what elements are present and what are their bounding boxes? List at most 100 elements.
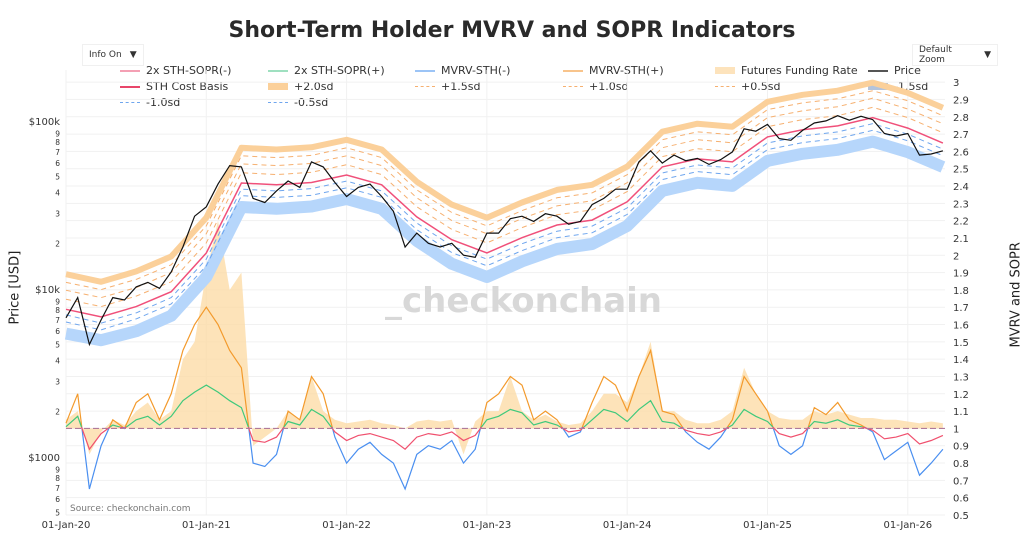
legend-item[interactable]: +1.0sd [563,80,628,93]
right-tick-label: 3 [953,78,959,89]
legend-item[interactable]: +0.5sd [715,80,780,93]
legend-swatch-icon [120,102,140,103]
chevron-down-icon: ▼ [129,50,137,60]
mvrv-sth-positive-line [65,306,866,427]
sd-line-minus10sd [65,129,944,331]
right-tick-label: 1.7 [953,303,969,314]
legend-swatch-icon [120,69,140,72]
legend-label: +1.0sd [589,80,629,93]
legend-swatch-icon [563,69,583,72]
left-minor-tick-label: 5 [55,172,60,181]
left-minor-tick-label: 4 [55,357,60,366]
left-minor-tick-label: 2 [55,407,60,416]
left-minor-tick-label: 8 [55,474,60,483]
left-minor-tick-label: 5 [55,508,60,517]
right-tick-label: 2.9 [953,95,969,106]
legend-label: STH Cost Basis [146,80,229,93]
zoom-dropdown[interactable]: Default Zoom ▼ [912,44,998,66]
legend-item[interactable]: MVRV-STH(-) [415,64,510,77]
legend-label: MVRV-STH(+) [589,64,664,77]
sth-cost-basis-line [65,116,944,318]
right-tick-label: 2.5 [953,165,969,176]
x-tick-label: 01-Jan-24 [603,520,652,531]
left-minor-tick-label: 9 [55,130,60,139]
right-tick-label: 2.4 [953,182,969,193]
right-tick-label: 1.6 [953,321,969,332]
right-tick-label: 0.8 [953,459,969,470]
left-minor-tick-label: 6 [55,327,60,336]
legend-swatch-icon [268,102,288,103]
legend-swatch-icon [120,85,140,88]
right-tick-label: 0.7 [953,476,969,487]
legend-label: 2x STH-SOPR(+) [294,64,385,77]
x-tick-label: 01-Jan-25 [743,520,792,531]
legend-swatch-icon [715,67,735,74]
right-tick-label: 2.8 [953,113,969,124]
sd-line-05sd [65,106,944,308]
left-minor-tick-label: 3 [55,378,60,387]
left-minor-tick-label: 8 [55,138,60,147]
price-line [65,115,944,347]
x-tick-label: 01-Jan-20 [42,520,91,531]
sd-line-15sd [65,90,944,291]
left-minor-tick-label: 7 [55,148,60,157]
legend-item[interactable]: +1.5sd [415,80,480,93]
sd-line-10sd [65,97,944,299]
right-tick-label: 1.4 [953,355,969,366]
legend-label: +1.5sd [441,80,481,93]
x-tick-label: 01-Jan-21 [182,520,231,531]
legend-item[interactable]: STH Cost Basis [120,80,228,93]
plus-2sd-band [65,79,945,285]
legend-swatch-icon [715,86,735,87]
legend-swatch-icon [268,83,288,90]
legend-label: MVRV-STH(-) [441,64,511,77]
legend-label: Futures Funding Rate [741,64,858,77]
minus-1.5sd-band [64,135,946,347]
left-minor-tick-label: 6 [55,495,60,504]
right-tick-label: 1.3 [953,372,969,383]
right-tick-label: 1.5 [953,338,969,349]
left-minor-tick-label: 2 [55,239,60,248]
legend-item[interactable]: 2x STH-SOPR(+) [268,64,385,77]
left-minor-tick-label: 8 [55,306,60,315]
left-minor-tick-label: 6 [55,159,60,168]
legend-item[interactable]: Futures Funding Rate [715,64,858,77]
right-tick-label: 2.3 [953,199,969,210]
legend-swatch-icon [268,69,288,72]
x-tick-label: 01-Jan-22 [322,520,371,531]
left-tick-label: $10k [35,285,60,296]
legend-swatch-icon [415,86,435,87]
info-dropdown-label: Info On [89,50,122,60]
legend-swatch-icon [415,69,435,72]
chart-title: Short-Term Holder MVRV and SOPR Indicato… [228,18,796,43]
info-dropdown[interactable]: Info On ▼ [82,44,144,66]
zoom-dropdown-label: Default Zoom [919,45,952,65]
legend-item[interactable]: +2.0sd [268,80,333,93]
left-tick-label: $1000 [28,453,60,464]
legend-label: +0.5sd [741,80,781,93]
legend-swatch-icon [563,86,583,87]
right-tick-label: 2.7 [953,130,969,141]
left-minor-tick-label: 9 [55,298,60,307]
right-tick-label: 0.9 [953,442,969,453]
right-tick-label: 2.1 [953,234,969,245]
left-minor-tick-label: 3 [55,210,60,219]
right-tick-label: 1.2 [953,390,969,401]
legend-item[interactable]: MVRV-STH(+) [563,64,664,77]
right-tick-label: 0.6 [953,494,969,505]
x-tick-label: 01-Jan-23 [463,520,512,531]
source-text: Source: checkonchain.com [70,504,191,514]
left-tick-label: $100k [29,117,60,128]
legend-swatch-icon [868,69,888,72]
legend-label: +2.0sd [294,80,334,93]
legend-item[interactable]: 2x STH-SOPR(-) [120,64,231,77]
right-tick-label: 1.1 [953,407,969,418]
left-minor-tick-label: 7 [55,484,60,493]
sopr-positive-line [65,384,865,427]
sd-line-minus05sd [65,123,944,324]
sopr-negative-line [66,427,944,451]
chevron-down-icon: ▼ [984,50,991,60]
right-tick-label: 1.8 [953,286,969,297]
left-minor-tick-label: 9 [55,466,60,475]
